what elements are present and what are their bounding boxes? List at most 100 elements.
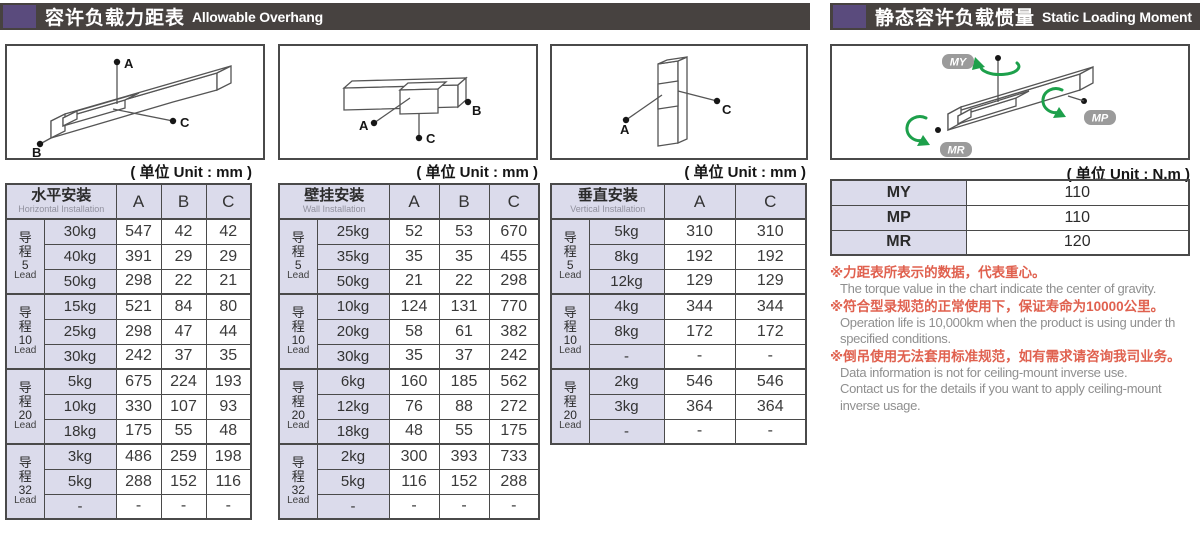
value-cell: 198 [205,443,252,470]
value-cell: 129 [734,268,807,295]
value-cell: 172 [734,318,807,345]
lead-cn-char: 导 [18,305,32,321]
load-cell: 40kg [43,243,117,270]
value-cell: 116 [388,468,440,495]
table-title-cn: 壁挂安装 [304,187,365,205]
table-row: 5kg 288 152 116 [6,468,252,495]
table-title-en: Vertical Installation [570,203,646,214]
value-cell: 42 [160,218,207,245]
unit-label-nm: ( 单位 Unit : N.m ) [1066,166,1190,183]
note-line-cn: ※力距表所表示的数据，代表重心。 [830,265,1046,280]
lead-cn-char: 程 [563,393,577,409]
load-cell: - [316,493,390,520]
value-cell: - [663,418,736,445]
moment-label: MY [830,179,967,206]
lead-cn-char: 导 [18,380,32,396]
lead-en: Lead [14,345,37,357]
point-c-marker [169,117,177,125]
value-cell: 185 [438,368,490,395]
value-cell: 37 [160,343,207,370]
table-row: 导程 32 Lead 3kg 486 259 198 [5,443,252,520]
value-cell: 42 [205,218,252,245]
lead-label: 导程 32 Lead [278,443,318,520]
value-cell: 288 [115,468,162,495]
unit-label-mm: ( 单位 Unit : mm ) [130,164,252,181]
mr-axis-dot [935,127,941,133]
lead-en: Lead [287,495,310,507]
value-cell: 22 [438,268,490,295]
value-cell: 152 [438,468,490,495]
load-cell: 3kg [43,443,117,470]
value-cell: 124 [388,293,440,320]
lead-cn-char: 程 [291,243,305,259]
lead-label: 导程 20 Lead [278,368,318,445]
wall-rail-diagram: A B C [342,76,481,146]
value-cell: 53 [438,218,490,245]
lead-en: Lead [559,270,582,282]
static-moment-table: MY 110 MP 110 MR 120 [830,179,1190,256]
lead-label: 导程 20 Lead [550,368,590,445]
load-cell: 18kg [43,418,117,445]
value-cell: 224 [160,368,207,395]
value-cell: 193 [205,368,252,395]
value-cell: 107 [160,393,207,420]
point-c-marker [713,97,721,105]
table-header-row: 水平安装 Horizontal Installation A B C [5,183,252,220]
table-row: 导程 20 Lead 2kg 546 546 [550,368,807,445]
load-cell: 20kg [316,318,390,345]
lead-cn-char: 程 [563,318,577,334]
table-row: 导程 32 Lead 2kg 300 393 733 [278,443,540,520]
value-cell: 21 [388,268,440,295]
value-cell: 35 [388,343,440,370]
table-title: 水平安装 Horizontal Installation [5,183,117,220]
point-a-marker [113,58,121,66]
lead-number: 20 [291,407,305,422]
lead-label: 导程 5 Lead [5,218,45,295]
value-cell: 116 [205,468,252,495]
note-line-en: Contact us for the details if you want t… [840,381,1162,396]
mr-badge [940,142,972,157]
lead-cn-char: 导 [291,380,305,396]
value-cell: - [734,343,807,370]
note-line-en: inverse usage. [840,397,921,413]
mr-rotation-arrow [905,115,928,143]
table-row: 导程 10 Lead 10kg 124 131 770 [278,293,540,370]
table-row: 3kg 364 364 [551,393,807,420]
lead-cn-char: 程 [18,243,32,259]
table-row: 18kg 175 55 48 [6,418,252,445]
value-cell: - [438,493,490,520]
mp-rotation-arrow [1041,87,1064,115]
value-cell: 242 [115,343,162,370]
load-cell: 2kg [316,443,390,470]
point-b-label: B [32,145,41,158]
value-cell: 52 [388,218,440,245]
value-cell: 670 [488,218,540,245]
vertical-installation-table-container: 垂直安装 Vertical Installation A C 导程 5 Lead 5kg 310… [550,183,807,445]
column-header: A [388,183,440,220]
value-cell: 675 [115,368,162,395]
load-cell: 8kg [588,318,665,345]
note-line-en: The torque value in the chart indicate t… [840,281,1157,296]
value-cell: 93 [205,393,252,420]
lead-en: Lead [559,420,582,432]
table-header-row: 壁挂安装 Wall Installation A B C [278,183,540,220]
overhang-table: 水平安装 Horizontal Installation A B C 导程 5 Lead 30k… [5,183,252,520]
lead-cn-char: 程 [291,468,305,484]
column-header: A [115,183,162,220]
my-axis-dot [995,55,1001,61]
table-row: 20kg 58 61 382 [279,318,540,345]
value-cell: 733 [488,443,540,470]
load-cell: 15kg [43,293,117,320]
moment-row: MY 110 [830,179,1190,206]
value-cell: 55 [438,418,490,445]
point-c-label: C [180,115,190,130]
value-cell: 76 [388,393,440,420]
value-cell: - [160,493,207,520]
lead-number: 32 [291,482,305,497]
value-cell: 80 [205,293,252,320]
moment-label: MP [830,204,967,231]
diagram-vertical-installation: A C [550,44,808,160]
point-b-marker [464,98,472,106]
table-title-cn: 垂直安装 [577,187,638,205]
